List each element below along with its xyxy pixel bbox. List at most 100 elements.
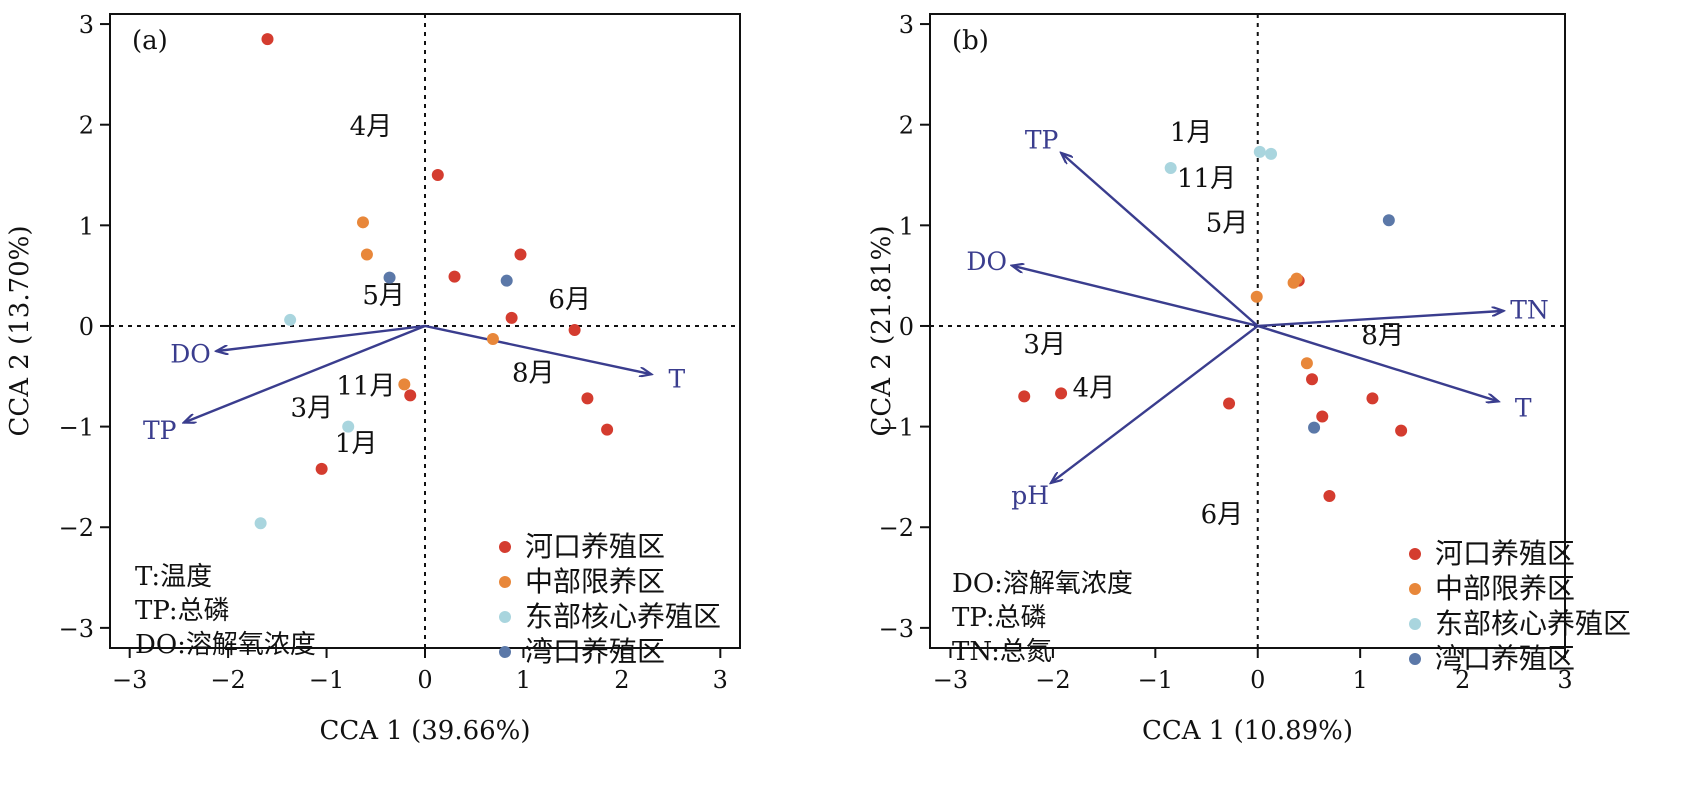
x-tick-label: 0	[417, 666, 432, 694]
y-axis-title: CCA 2 (13.70%)	[5, 225, 35, 436]
data-point	[360, 248, 373, 261]
x-axis-title: CCA 1 (10.89%)	[1142, 716, 1353, 746]
x-tick-label: 1	[1353, 666, 1368, 694]
plot-frame	[929, 13, 1566, 649]
month-label: 1月	[335, 429, 378, 459]
month-label: 8月	[1361, 321, 1404, 351]
abbreviation-note: T:温度	[135, 562, 212, 592]
y-tick-label: 2	[899, 112, 914, 140]
data-point	[514, 248, 527, 261]
legend-marker	[1409, 653, 1421, 665]
vector-arrow-t	[424, 324, 651, 374]
panel-label: (b)	[952, 26, 989, 56]
data-point	[581, 392, 594, 405]
data-point	[1265, 147, 1278, 160]
legend-marker	[1409, 583, 1421, 595]
y-axis-title: CCA 2 (21.81%)	[867, 225, 897, 436]
data-point	[1395, 424, 1408, 437]
x-tick-label: 3	[1557, 666, 1572, 694]
data-point	[431, 169, 444, 182]
legend-marker	[499, 576, 511, 588]
vector-arrow-do	[1012, 266, 1259, 328]
data-point	[356, 216, 369, 229]
legend-label: 东部核心养殖区	[1435, 607, 1631, 640]
y-tick-label: −2	[879, 514, 914, 542]
data-point	[1223, 397, 1236, 410]
month-label: 3月	[1023, 330, 1066, 360]
y-tick-label: −2	[59, 514, 94, 542]
data-point	[1316, 410, 1329, 423]
month-label: 8月	[512, 358, 555, 388]
panel-a: −3 −2 −1 0 1 2 3 −3 −2 −1 0 1 2 3 CCA 1 (39.66%) CCA 2 …	[5, 11, 741, 746]
vector-label-tp: TP	[143, 416, 177, 445]
y-tick-label: 3	[899, 11, 914, 39]
vector-arrow-tp	[184, 324, 426, 423]
legend-marker	[1409, 548, 1421, 560]
data-point	[1306, 373, 1319, 386]
vector-label-tp: TP	[1025, 126, 1059, 155]
data-point	[505, 311, 518, 324]
legend-marker	[499, 646, 511, 658]
y-tick-label: 1	[79, 212, 94, 240]
vector-arrow-tp	[1061, 153, 1259, 327]
x-tick-label: −2	[210, 666, 245, 694]
vector-label-do: DO	[966, 247, 1007, 276]
data-point	[1366, 392, 1379, 405]
data-point	[568, 323, 581, 336]
x-tick-label: −2	[1035, 666, 1070, 694]
x-tick-label: 2	[1455, 666, 1470, 694]
legend-label: 河口养殖区	[525, 530, 665, 563]
y-tick-label: −1	[879, 414, 914, 442]
data-point	[315, 462, 328, 475]
data-point	[383, 271, 396, 284]
x-axis-title: CCA 1 (39.66%)	[319, 716, 530, 746]
month-label: 4月	[1073, 373, 1116, 403]
legend-label: 中部限养区	[525, 565, 665, 598]
data-point	[404, 389, 417, 402]
month-label: 11月	[336, 371, 395, 401]
y-tick-label: 1	[899, 212, 914, 240]
y-tick-label: 3	[79, 11, 94, 39]
data-point	[1055, 387, 1068, 400]
data-point	[1382, 214, 1395, 227]
month-label: 6月	[1201, 500, 1244, 530]
x-tick-label: 3	[713, 666, 728, 694]
month-label: 4月	[350, 112, 393, 142]
x-tick-label: 0	[1250, 666, 1265, 694]
vector-label-tn: TN	[1510, 296, 1549, 325]
vector-arrow-t	[1257, 324, 1499, 401]
month-label: 5月	[362, 281, 405, 311]
data-point	[1290, 272, 1303, 285]
data-point	[284, 313, 297, 326]
x-tick-label: 1	[516, 666, 531, 694]
panel-label: (a)	[132, 26, 168, 56]
data-point	[398, 378, 411, 391]
y-tick-label: 2	[79, 112, 94, 140]
legend-label: 东部核心养殖区	[525, 600, 721, 633]
vector-label-do: DO	[170, 340, 211, 369]
data-point	[1018, 390, 1031, 403]
y-tick-label: −3	[59, 615, 94, 643]
data-point	[601, 423, 614, 436]
month-label: 3月	[291, 394, 334, 424]
x-tick-label: −3	[933, 666, 968, 694]
vector-arrow-tn	[1257, 311, 1504, 328]
abbreviation-note: TN:总氮	[952, 637, 1052, 667]
y-tick-label: −3	[879, 615, 914, 643]
vector-label-ph: pH	[1011, 481, 1049, 510]
data-point	[254, 517, 267, 530]
data-point	[261, 33, 274, 46]
legend-label: 湾口养殖区	[1435, 642, 1575, 675]
data-point	[1308, 421, 1321, 434]
data-point	[342, 420, 355, 433]
data-point	[500, 274, 513, 287]
data-point	[1164, 161, 1177, 174]
data-point	[1250, 290, 1263, 303]
legend-label: 中部限养区	[1435, 572, 1575, 605]
legend-label: 湾口养殖区	[525, 635, 665, 668]
legend-marker	[499, 541, 511, 553]
y-tick-label: 0	[899, 313, 914, 341]
month-label: 6月	[548, 285, 591, 315]
abbreviation-note: DO:溶解氧浓度	[135, 630, 316, 660]
